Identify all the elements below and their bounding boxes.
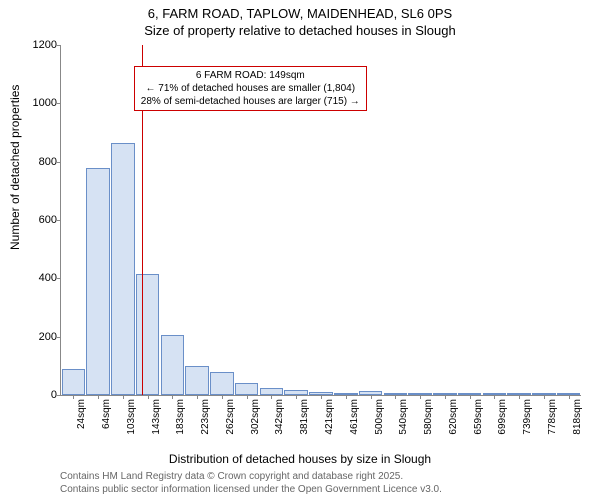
y-tick-mark: [57, 45, 61, 46]
x-tick-mark: [346, 395, 347, 399]
y-tick-mark: [57, 278, 61, 279]
y-tick-label: 400: [22, 272, 61, 284]
histogram-bar: [136, 274, 160, 395]
x-tick-mark: [197, 395, 198, 399]
y-tick-label: 0: [22, 389, 61, 401]
x-tick-label: 64sqm: [101, 399, 112, 429]
x-tick-label: 699sqm: [497, 399, 508, 435]
attribution-line1: Contains HM Land Registry data © Crown c…: [60, 470, 442, 483]
attribution-text: Contains HM Land Registry data © Crown c…: [60, 470, 442, 496]
x-tick-label: 540sqm: [398, 399, 409, 435]
x-tick-mark: [470, 395, 471, 399]
histogram-bar: [86, 168, 110, 396]
histogram-bar: [62, 369, 86, 395]
x-tick-mark: [296, 395, 297, 399]
annotation-line3: 28% of semi-detached houses are larger (…: [141, 95, 360, 108]
x-tick-label: 381sqm: [299, 399, 310, 435]
histogram-bar: [161, 335, 185, 395]
x-tick-label: 461sqm: [349, 399, 360, 435]
x-tick-mark: [519, 395, 520, 399]
x-tick-label: 620sqm: [448, 399, 459, 435]
x-tick-mark: [148, 395, 149, 399]
y-tick-label: 1000: [22, 97, 61, 109]
y-tick-mark: [57, 162, 61, 163]
x-axis-label: Distribution of detached houses by size …: [0, 452, 600, 466]
histogram-bar: [210, 372, 234, 395]
chart-title-line1: 6, FARM ROAD, TAPLOW, MAIDENHEAD, SL6 0P…: [0, 6, 600, 21]
x-tick-label: 183sqm: [175, 399, 186, 435]
x-tick-label: 342sqm: [274, 399, 285, 435]
y-tick-mark: [57, 395, 61, 396]
x-tick-mark: [371, 395, 372, 399]
annotation-line1: 6 FARM ROAD: 149sqm: [141, 69, 360, 82]
y-tick-label: 1200: [22, 39, 61, 51]
chart-container: 6, FARM ROAD, TAPLOW, MAIDENHEAD, SL6 0P…: [0, 0, 600, 500]
x-tick-mark: [222, 395, 223, 399]
x-tick-mark: [98, 395, 99, 399]
x-tick-label: 778sqm: [547, 399, 558, 435]
x-tick-mark: [321, 395, 322, 399]
y-tick-label: 200: [22, 331, 61, 343]
x-tick-mark: [420, 395, 421, 399]
y-axis-label: Number of detached properties: [8, 85, 22, 250]
x-tick-label: 659sqm: [473, 399, 484, 435]
x-tick-mark: [395, 395, 396, 399]
y-tick-mark: [57, 220, 61, 221]
plot-area: 02004006008001000120024sqm64sqm103sqm143…: [60, 45, 581, 396]
x-tick-label: 580sqm: [423, 399, 434, 435]
x-tick-mark: [271, 395, 272, 399]
histogram-bar: [111, 143, 135, 395]
x-tick-label: 421sqm: [324, 399, 335, 435]
histogram-bar: [185, 366, 209, 395]
x-tick-mark: [73, 395, 74, 399]
x-tick-mark: [569, 395, 570, 399]
chart-title-line2: Size of property relative to detached ho…: [0, 23, 600, 38]
x-tick-label: 818sqm: [572, 399, 583, 435]
histogram-bar: [260, 388, 284, 395]
histogram-bar: [235, 383, 259, 395]
annotation-box: 6 FARM ROAD: 149sqm← 71% of detached hou…: [134, 66, 367, 111]
x-tick-label: 262sqm: [225, 399, 236, 435]
x-tick-label: 143sqm: [151, 399, 162, 435]
x-tick-mark: [494, 395, 495, 399]
x-tick-mark: [123, 395, 124, 399]
y-tick-mark: [57, 103, 61, 104]
y-tick-label: 600: [22, 214, 61, 226]
x-tick-mark: [247, 395, 248, 399]
x-tick-mark: [544, 395, 545, 399]
x-tick-label: 223sqm: [200, 399, 211, 435]
annotation-line2: ← 71% of detached houses are smaller (1,…: [141, 82, 360, 95]
x-tick-label: 739sqm: [522, 399, 533, 435]
x-tick-mark: [445, 395, 446, 399]
attribution-line2: Contains public sector information licen…: [60, 483, 442, 496]
y-tick-mark: [57, 337, 61, 338]
x-tick-label: 24sqm: [76, 399, 87, 429]
x-tick-label: 103sqm: [126, 399, 137, 435]
x-tick-label: 302sqm: [250, 399, 261, 435]
x-tick-label: 500sqm: [374, 399, 385, 435]
x-tick-mark: [172, 395, 173, 399]
y-tick-label: 800: [22, 156, 61, 168]
